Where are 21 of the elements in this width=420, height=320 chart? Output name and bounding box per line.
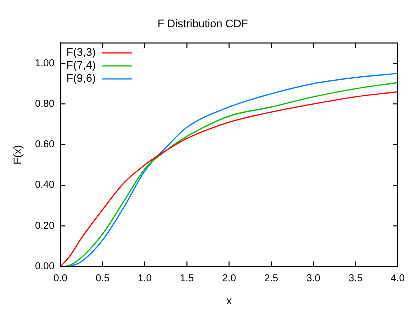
x-tick-label: 2.5	[264, 274, 279, 285]
legend-label: F(9,6)	[66, 73, 96, 86]
x-tick-label: 2.0	[222, 274, 237, 285]
legend-label: F(7,4)	[66, 60, 96, 72]
y-tick-label: 0.20	[35, 220, 56, 232]
x-tick-label: 3.5	[348, 274, 364, 285]
x-tick-label: 3.0	[306, 274, 322, 285]
x-tick-label: 0.0	[54, 274, 68, 285]
chart-title: F Distribution CDF	[158, 18, 249, 31]
y-tick-label: 1.00	[35, 58, 56, 70]
x-tick-label: 0.5	[96, 274, 110, 285]
x-tick-label: 4.0	[391, 274, 406, 285]
x-axis-title: x	[226, 295, 233, 308]
y-tick-label: 0.00	[35, 262, 56, 273]
y-tick-label: 0.80	[35, 98, 56, 110]
y-tick-label: 0.40	[35, 180, 56, 192]
x-tick-label: 1.5	[180, 274, 195, 285]
legend-label: F(3,3)	[66, 47, 96, 60]
y-tick-label: 0.60	[35, 140, 56, 151]
y-axis-title: F(x)	[12, 145, 25, 165]
x-tick-label: 1.0	[138, 274, 152, 285]
